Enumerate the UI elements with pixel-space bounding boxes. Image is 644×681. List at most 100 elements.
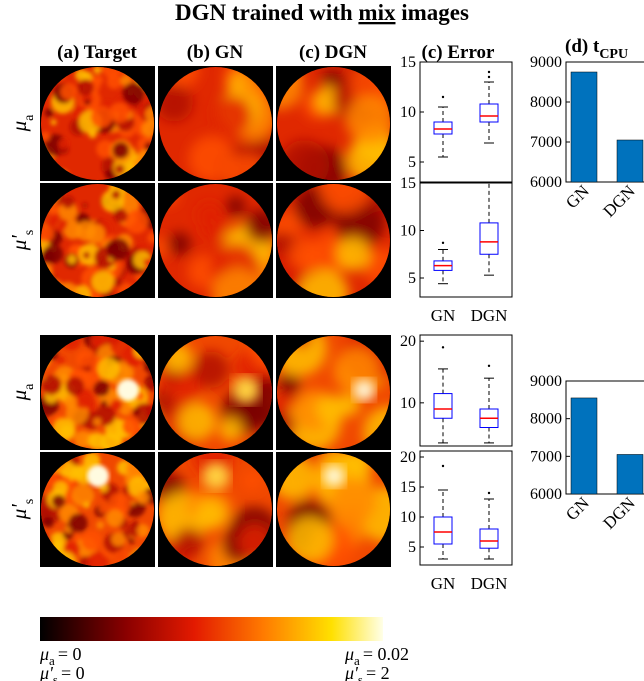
- box: [433, 121, 453, 135]
- colorbar-label: μa = 0.02: [344, 644, 409, 668]
- heatmap-spot-circle: [323, 465, 345, 487]
- row-label: μ's: [7, 499, 37, 521]
- heatmap: [277, 453, 390, 566]
- heatmap-blob: [71, 483, 95, 507]
- heatmap-blob: [111, 532, 126, 547]
- colorbar-label-sub: a: [49, 653, 55, 668]
- cpu-header: (d) tCPU: [565, 36, 628, 62]
- y-tick-label: 20: [400, 449, 416, 466]
- heatmap-blob: [316, 394, 346, 425]
- heatmap-spot: [202, 462, 230, 490]
- heatmap-blob: [58, 201, 78, 221]
- x-tick-label: GN: [562, 181, 593, 212]
- heatmap-blob: [104, 170, 115, 180]
- heatmap-blob: [147, 232, 154, 244]
- box: [479, 528, 499, 549]
- y-tick-label: 10: [400, 104, 416, 121]
- title-part: images: [401, 0, 469, 25]
- heatmap-blob: [277, 372, 301, 396]
- bar: [570, 71, 598, 183]
- heatmap: [277, 67, 390, 180]
- column-header: (c) Error: [422, 42, 496, 63]
- plot-frame: [419, 334, 513, 447]
- heatmap-blob: [96, 520, 105, 530]
- heatmap-blob: [52, 514, 61, 522]
- colorbar-label-sub: s: [358, 672, 363, 681]
- heatmap-blob: [93, 417, 102, 426]
- heatmap-spot-circle: [353, 379, 375, 401]
- y-tick-label: 5: [408, 539, 416, 556]
- x-tick-label: DGN: [471, 306, 508, 325]
- heatmap-blob: [116, 438, 123, 445]
- heatmap-blob: [58, 138, 69, 149]
- heatmap-blob: [112, 141, 130, 159]
- row-label: μa: [7, 383, 37, 402]
- x-tick-label: DGN: [471, 574, 508, 593]
- heatmap-blob: [225, 195, 246, 217]
- heatmap-blob: [118, 194, 140, 215]
- heatmap-blob: [124, 209, 149, 234]
- heatmap-blob: [137, 242, 147, 252]
- heatmap-blob: [141, 120, 154, 138]
- heatmap-blob: [93, 75, 104, 85]
- heatmap-blob: [242, 470, 263, 491]
- heatmap-blob: [286, 516, 333, 563]
- colorbar-label-rest: = 0: [58, 644, 82, 664]
- heatmap-blob: [43, 516, 55, 528]
- plot-frame: [419, 450, 513, 566]
- box: [479, 222, 499, 255]
- box: [433, 393, 453, 419]
- heatmap-blob: [44, 108, 54, 118]
- heatmap-spot: [117, 379, 139, 401]
- heatmap-blob: [77, 79, 94, 96]
- heatmap-blob: [52, 494, 66, 508]
- heatmap-spot-circle: [87, 465, 109, 487]
- heatmap-blob: [101, 336, 115, 342]
- heatmap-blob: [109, 102, 130, 123]
- heatmap-blob: [219, 417, 243, 441]
- y-tick-label: 6000: [530, 486, 562, 503]
- heatmap-blob: [145, 105, 154, 124]
- row-label-base: μ: [7, 390, 31, 402]
- heatmap-blob: [81, 530, 103, 551]
- y-tick-label: 15: [400, 175, 416, 192]
- heatmap-blob: [136, 524, 150, 537]
- heatmap-blob: [81, 202, 88, 209]
- heatmap-blob: [50, 119, 57, 126]
- y-tick-label: 8000: [530, 411, 562, 428]
- heatmap-blob: [345, 95, 390, 145]
- heatmap-blob: [113, 277, 123, 287]
- heatmap-spot: [323, 465, 345, 487]
- outlier: [441, 241, 445, 245]
- row-label-base: μ': [7, 235, 31, 252]
- heatmap-blob: [97, 357, 120, 381]
- box: [433, 516, 453, 545]
- heatmap-blob: [93, 380, 110, 397]
- row-label-sub: s: [22, 230, 37, 235]
- heatmap-blob: [331, 478, 377, 524]
- heatmap-spot: [353, 379, 375, 401]
- heatmap-blob: [93, 67, 102, 74]
- row-label: μ's: [7, 230, 37, 252]
- heatmap-blob: [118, 402, 132, 416]
- y-tick-label: 9000: [530, 54, 562, 71]
- heatmap-blob: [86, 551, 109, 566]
- heatmap-blob: [93, 338, 101, 345]
- heatmap-blob: [41, 391, 44, 399]
- heatmap-blob: [110, 399, 123, 411]
- heatmap-blob: [277, 205, 303, 243]
- colorbar-label-base: μ': [344, 663, 359, 681]
- heatmap-blob: [63, 395, 78, 409]
- x-tick-label: GN: [431, 306, 456, 325]
- row-label-sub: a: [22, 114, 37, 121]
- heatmap-blob: [96, 140, 115, 158]
- column-header: (c) DGN: [299, 42, 367, 63]
- colorbar-label-rest: = 0.02: [363, 644, 409, 664]
- outlier: [487, 70, 491, 74]
- heatmap-blob: [75, 220, 96, 242]
- title-underlined: mix: [358, 0, 396, 25]
- y-tick-label: 10: [400, 509, 416, 526]
- heatmap-blob: [159, 389, 176, 418]
- heatmap-blob: [98, 505, 107, 514]
